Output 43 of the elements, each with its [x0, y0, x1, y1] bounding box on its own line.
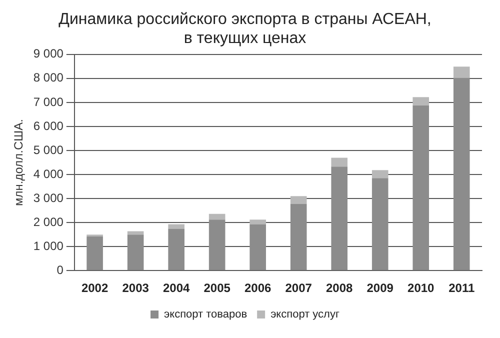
y-tick-label: 4 000: [33, 166, 64, 181]
bar: [453, 78, 470, 270]
y-tick-label: 1 000: [33, 238, 64, 253]
bar: [86, 236, 103, 270]
legend-label: экспорт услуг: [270, 308, 340, 321]
x-tick-label: 2011: [448, 281, 475, 296]
x-tick-label: 2003: [122, 281, 150, 296]
bar: [412, 97, 430, 106]
bar: [372, 170, 388, 178]
y-tick-label: 5 000: [33, 142, 64, 157]
x-tick-label: 2007: [285, 281, 312, 296]
bar: [127, 231, 144, 235]
y-tick-label: 6 000: [33, 118, 64, 133]
x-tick-label: 2010: [408, 281, 435, 296]
bar: [208, 220, 226, 270]
bar: [290, 204, 307, 270]
bar: [412, 105, 430, 270]
y-axis-title: млн.долл.США.: [12, 119, 26, 206]
x-tick-label: 2006: [244, 281, 272, 296]
bar: [453, 66, 470, 78]
x-tick-label: 2004: [162, 281, 190, 296]
bar: [168, 224, 184, 229]
bar: [127, 234, 144, 270]
x-tick-label: 2005: [204, 281, 231, 296]
x-tick-label: 2009: [366, 281, 394, 296]
y-tick-label: 9 000: [33, 46, 64, 61]
bar: [331, 158, 348, 167]
bar: [290, 196, 307, 204]
bar: [208, 214, 226, 220]
bar: [331, 166, 348, 270]
bar: [250, 220, 266, 224]
y-tick-label: 7 000: [33, 94, 64, 109]
y-tick-label: 0: [56, 262, 64, 277]
bar: [372, 178, 388, 270]
legend-label: экспорт товаров: [164, 308, 248, 321]
y-tick-label: 2 000: [33, 214, 64, 229]
y-tick-label: 8 000: [33, 70, 64, 85]
bar: [168, 228, 184, 270]
x-tick-label: 2008: [326, 281, 354, 296]
y-tick-label: 3 000: [33, 190, 64, 205]
bar: [250, 224, 266, 270]
chart-title: Динамика российского экспорта в страны АСЕАН, в текущих ценах: [58, 11, 432, 48]
x-tick-label: 2002: [81, 281, 108, 296]
